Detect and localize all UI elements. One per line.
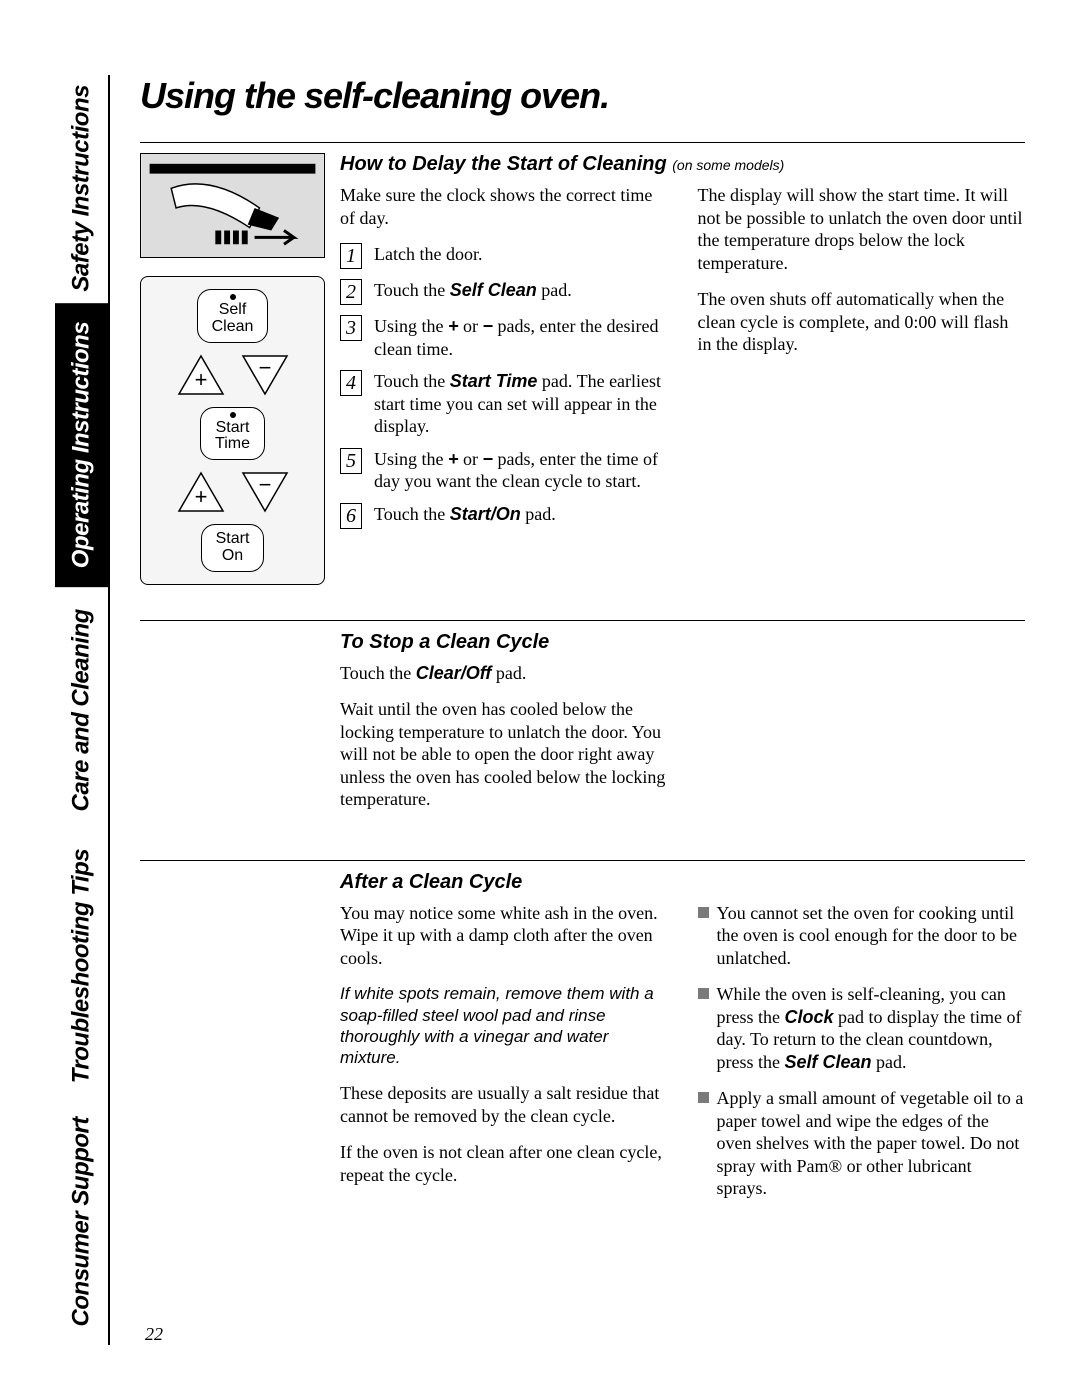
step-2: 2 Touch the Self Clean pad. [340,279,668,305]
plus-pad-icon: + [176,470,226,514]
step-text: Using the + or − pads, enter the desired… [374,315,668,360]
tab-consumer: Consumer Support [55,1099,108,1345]
step-3: 3 Using the + or − pads, enter the desire… [340,315,668,360]
step-text: Touch the Start Time pad. The earliest s… [374,370,668,438]
step-1: 1 Latch the door. [340,243,668,269]
section1-text: How to Delay the Start of Cleaning (on s… [340,153,1025,585]
step-num-icon: 4 [340,370,362,396]
section1-right-col: The display will show the start time. It… [698,184,1026,539]
manual-page: Safety Instructions Operating Instructio… [55,75,1025,1345]
after-p3: These deposits are usually a salt residu… [340,1082,668,1127]
start-on-button: Start On [201,524,265,572]
control-panel-diagram: Self Clean + − Start Time [140,276,325,585]
bullet-text: Apply a small amount of vegetable oil to… [717,1087,1026,1200]
section3-right-col: You cannot set the oven for cooking unti… [698,902,1026,1214]
step-text: Using the + or − pads, enter the time of… [374,448,668,493]
section1-left-col: Make sure the clock shows the correct ti… [340,184,668,539]
bullet-1: You cannot set the oven for cooking unti… [698,902,1026,970]
heading-note: (on some models) [672,157,784,173]
step-num-icon: 5 [340,448,362,474]
plus-pad-icon: + [176,353,226,397]
bullet-icon [698,907,709,918]
start-on-label: Start On [216,530,250,564]
svg-text:+: + [194,367,207,392]
step-num-icon: 3 [340,315,362,341]
start-time-label: Start Time [215,419,250,453]
section2-col: Touch the Clear/Off pad. Wait until the … [340,662,668,825]
step-5: 5 Using the + or − pads, enter the time o… [340,448,668,493]
section-stop-cycle: To Stop a Clean Cycle Touch the Clear/Of… [140,620,1025,860]
bullet-icon [698,988,709,999]
page-number: 22 [145,1324,163,1345]
self-clean-label: Self Clean [212,301,254,335]
right-para-1: The display will show the start time. It… [698,184,1026,274]
tab-care: Care and Cleaning [55,587,108,833]
section2-empty-col [698,662,1026,825]
side-tab-strip: Safety Instructions Operating Instructio… [55,75,110,1345]
step-num-icon: 1 [340,243,362,269]
bullet-2: While the oven is self-cleaning, you can… [698,983,1026,1073]
right-para-2: The oven shuts off automatically when th… [698,288,1026,356]
page-content: Using the self-cleaning oven. [110,75,1025,1345]
section2-text: To Stop a Clean Cycle Touch the Clear/Of… [340,631,1025,825]
latch-illustration [140,153,325,258]
after-p4: If the oven is not clean after one clean… [340,1141,668,1186]
bullet-icon [698,1092,709,1103]
empty-illus-col [140,631,340,825]
step-list: 1 Latch the door. 2 Touch the Self Clean p… [340,243,668,529]
bullet-text: You cannot set the oven for cooking unti… [717,902,1026,970]
stop-para-2: Wait until the oven has cooled below the… [340,698,668,811]
section3-left-col: You may notice some white ash in the ove… [340,902,668,1214]
tab-safety: Safety Instructions [55,75,108,303]
svg-text:−: − [258,472,271,497]
empty-illus-col [140,871,340,1214]
stop-para-1: Touch the Clear/Off pad. [340,662,668,685]
svg-text:−: − [258,355,271,380]
bullet-text: While the oven is self-cleaning, you can… [717,983,1026,1073]
minus-pad-icon: − [240,470,290,514]
page-title: Using the self-cleaning oven. [140,75,1025,117]
tab-troubleshooting: Troubleshooting Tips [55,833,108,1098]
section-after-cycle: After a Clean Cycle You may notice some … [140,860,1025,1214]
section3-heading: After a Clean Cycle [340,871,1025,894]
step-6: 6 Touch the Start/On pad. [340,503,668,529]
step-num-icon: 6 [340,503,362,529]
after-p2-italic: If white spots remain, remove them with … [340,983,668,1068]
plus-minus-row-1: + − [176,353,290,397]
intro-text: Make sure the clock shows the correct ti… [340,184,668,229]
start-time-button: Start Time [200,407,265,461]
step-4: 4 Touch the Start Time pad. The earliest … [340,370,668,438]
tab-operating: Operating Instructions [55,303,108,587]
step-num-icon: 2 [340,279,362,305]
section3-text: After a Clean Cycle You may notice some … [340,871,1025,1214]
minus-pad-icon: − [240,353,290,397]
bullet-3: Apply a small amount of vegetable oil to… [698,1087,1026,1200]
section1-heading: How to Delay the Start of Cleaning (on s… [340,153,1025,176]
plus-minus-row-2: + − [176,470,290,514]
step-text: Touch the Start/On pad. [374,503,556,526]
svg-text:+: + [194,484,207,509]
section2-heading: To Stop a Clean Cycle [340,631,1025,654]
step-text: Latch the door. [374,243,482,266]
heading-text: How to Delay the Start of Cleaning [340,153,667,175]
illustration-column: Self Clean + − Start Time [140,153,340,585]
step-text: Touch the Self Clean pad. [374,279,572,302]
section-delay-start: Self Clean + − Start Time [140,142,1025,620]
self-clean-button: Self Clean [197,289,269,343]
after-p1: You may notice some white ash in the ove… [340,902,668,970]
